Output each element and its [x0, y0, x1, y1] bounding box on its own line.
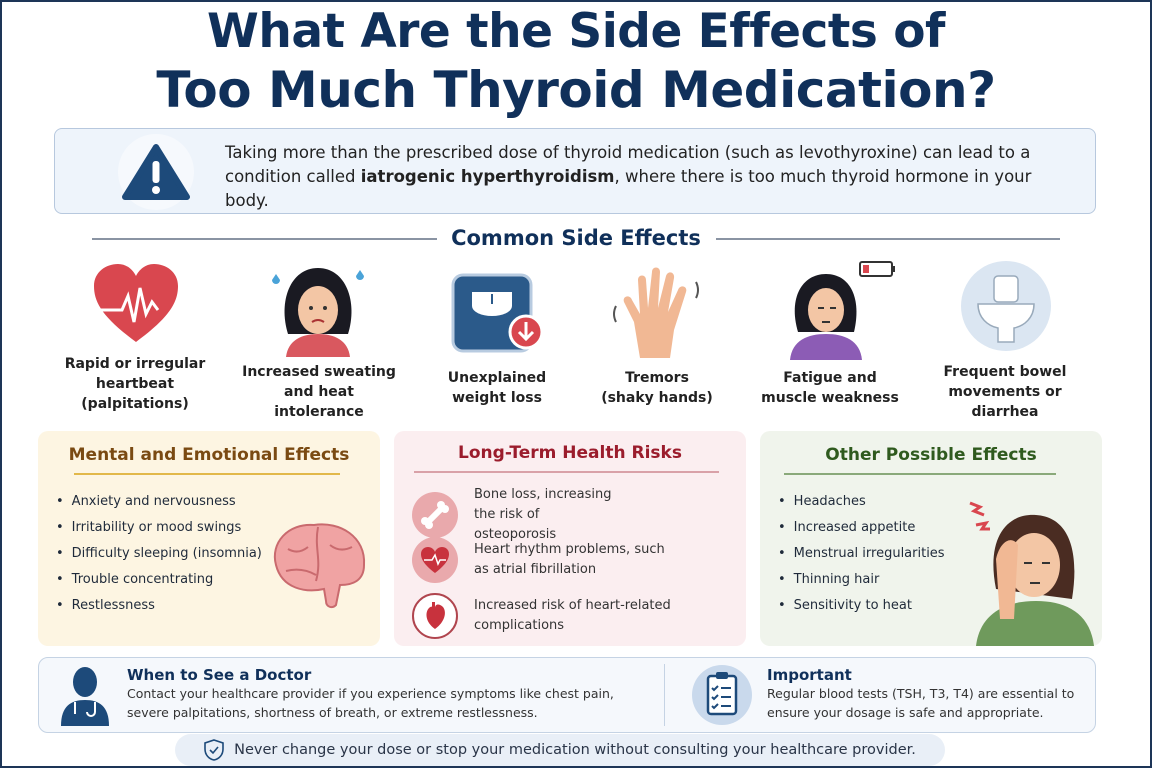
risk-heart-rhythm: Heart rhythm problems, such as atrial fi… — [412, 537, 674, 583]
anatomical-heart-icon — [412, 593, 458, 639]
list-item: Headaches — [778, 489, 945, 515]
risk-text: Heart rhythm problems, such as atrial fi… — [474, 542, 665, 577]
doctor-text: Contact your healthcare provider if you … — [127, 686, 614, 720]
bottom-divider — [664, 664, 665, 726]
mental-heading: Mental and Emotional Effects — [68, 445, 350, 465]
mental-effects-card: Mental and Emotional Effects Anxiety and… — [38, 431, 380, 646]
longterm-underline — [414, 471, 719, 473]
doctor-icon — [61, 667, 109, 726]
intro-text: Taking more than the prescribed dose of … — [225, 141, 1045, 213]
intro-term: iatrogenic hyperthyroidism — [360, 167, 615, 186]
mental-underline — [74, 473, 340, 475]
important-heading: Important — [767, 666, 852, 684]
risk-bone-loss: Bone loss, increasing the risk of osteop… — [412, 485, 624, 545]
scale-down-icon — [451, 273, 544, 353]
intro-text-start: Taking more than the prescribed dose of … — [225, 143, 1031, 186]
bone-icon — [412, 492, 458, 538]
clipboard-checklist-icon — [692, 665, 752, 725]
list-item: Anxiety and nervousness — [56, 489, 262, 515]
toilet-icon — [961, 261, 1051, 351]
important-section: Important Regular blood tests (TSH, T3, … — [767, 666, 1087, 722]
list-item: Trouble concentrating — [56, 567, 262, 593]
other-list: Headaches Increased appetite Menstrual i… — [778, 489, 945, 619]
long-term-risks-card: Long-Term Health Risks Bone loss, increa… — [394, 431, 746, 646]
risk-text: Increased risk of heart-related complica… — [474, 598, 671, 633]
list-item: Restlessness — [56, 593, 262, 619]
title-line-2: Too Much Thyroid Medication? — [156, 61, 996, 119]
shield-check-icon — [204, 739, 224, 761]
list-item: Difficulty sleeping (insomnia) — [56, 541, 262, 567]
effect-fatigue: Fatigue and muscle weakness — [761, 370, 899, 406]
other-effects-card: Other Possible Effects Headaches Increas… — [760, 431, 1102, 646]
shaky-hand-icon — [613, 267, 699, 358]
sweating-woman-icon — [272, 268, 364, 357]
heart-pulse-icon — [94, 264, 178, 342]
effect-weight-loss: Unexplained weight loss — [447, 370, 547, 406]
list-item: Irritability or mood swings — [56, 515, 262, 541]
mental-list: Anxiety and nervousness Irritability or … — [56, 489, 262, 619]
list-item: Increased appetite — [778, 515, 945, 541]
risk-text: Bone loss, increasing the risk of osteop… — [474, 487, 612, 542]
effect-sweating: Increased sweating and heat intolerance — [242, 364, 396, 420]
common-heading: Common Side Effects — [451, 226, 701, 250]
list-item: Thinning hair — [778, 567, 945, 593]
heart-rhythm-icon — [412, 537, 458, 583]
other-heading: Other Possible Effects — [825, 445, 1037, 465]
list-item: Sensitivity to heat — [778, 593, 945, 619]
title-line-1: What Are the Side Effects of — [207, 4, 945, 59]
bottom-info-box: When to See a Doctor Contact your health… — [38, 657, 1096, 733]
divider-right — [716, 238, 1060, 240]
risk-heart-complications: Increased risk of heart-related complica… — [412, 593, 684, 639]
effect-bowel: Frequent bowel movements or diarrhea — [943, 364, 1067, 420]
list-item: Menstrual irregularities — [778, 541, 945, 567]
warning-icon — [118, 134, 194, 210]
important-text: Regular blood tests (TSH, T3, T4) are es… — [767, 686, 1075, 720]
other-underline — [784, 473, 1056, 475]
intro-box: Taking more than the prescribed dose of … — [54, 128, 1096, 214]
doctor-section: When to See a Doctor Contact your health… — [127, 666, 657, 722]
longterm-heading: Long-Term Health Risks — [458, 443, 682, 463]
brain-icon — [273, 523, 366, 609]
effect-palpitations: Rapid or irregular heartbeat (palpitatio… — [64, 356, 206, 412]
divider-left — [92, 238, 437, 240]
effect-tremors: Tremors (shaky hands) — [601, 370, 713, 406]
doctor-heading: When to See a Doctor — [127, 666, 312, 684]
footer-text: Never change your dose or stop your medi… — [234, 742, 916, 758]
tired-woman-low-battery-icon — [790, 261, 895, 360]
intro-text-end: , where there is too much thyroid hormon… — [225, 167, 1032, 210]
headache-woman-icon — [969, 501, 1094, 646]
footer-warning: Never change your dose or stop your medi… — [175, 734, 945, 766]
